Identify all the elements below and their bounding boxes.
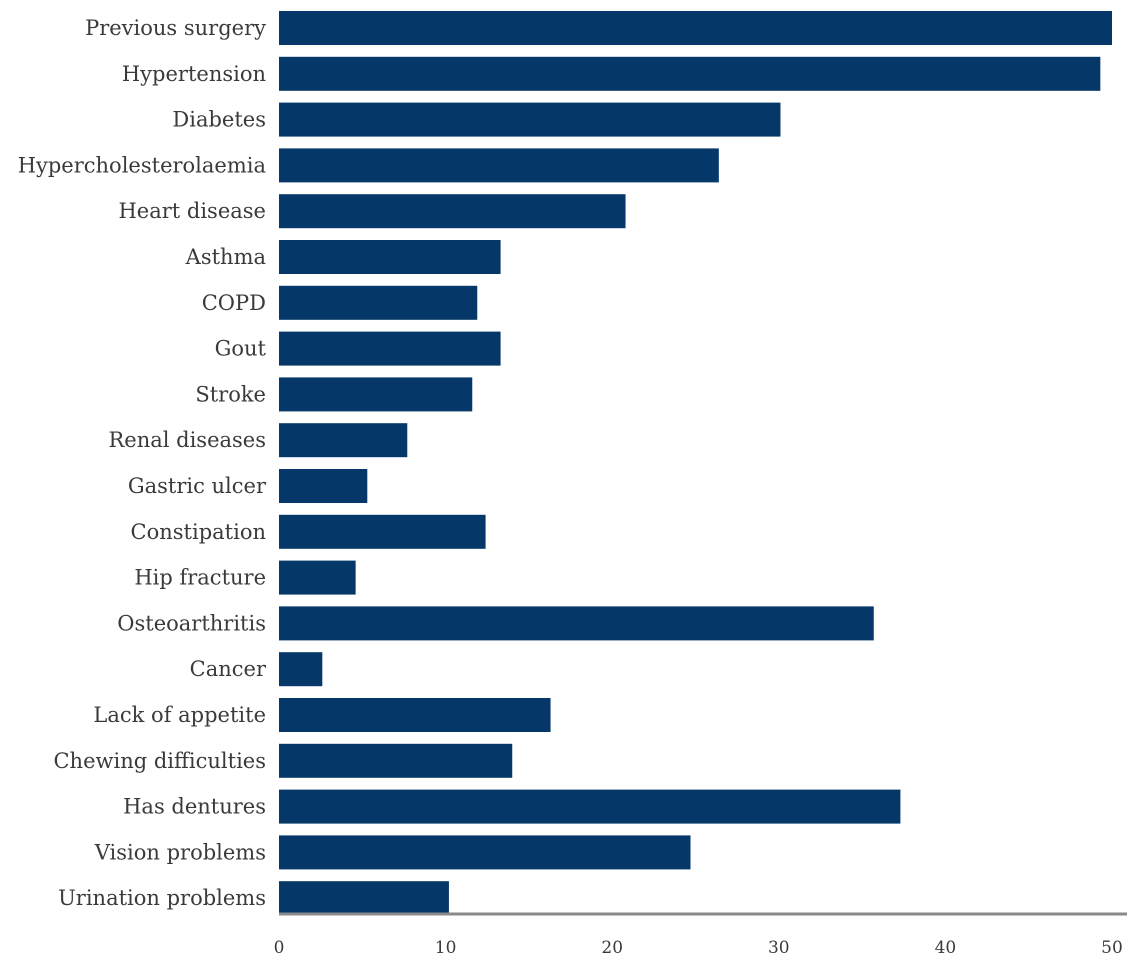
bar-asthma — [279, 240, 501, 274]
bar-renal-diseases — [279, 423, 408, 458]
bar-chewing-difficulties — [279, 743, 513, 778]
category-label-hypertension: Hypertension — [122, 62, 266, 86]
category-label-previous-surgery: Previous surgery — [85, 16, 266, 40]
x-tick-label-20: 20 — [601, 938, 623, 958]
bar-has-dentures — [279, 789, 901, 824]
category-label-heart-disease: Heart disease — [118, 199, 266, 223]
category-label-gout: Gout — [215, 337, 267, 361]
category-label-has-dentures: Has dentures — [123, 795, 266, 819]
category-label-constipation: Constipation — [131, 520, 266, 544]
x-tick-label-40: 40 — [935, 938, 957, 958]
bar-copd — [279, 285, 478, 320]
category-label-renal-diseases: Renal diseases — [108, 428, 266, 452]
category-label-vision-problems: Vision problems — [94, 840, 266, 864]
category-label-asthma: Asthma — [185, 245, 266, 269]
x-tick-label-50: 50 — [1101, 938, 1123, 958]
bars-group — [279, 11, 1112, 916]
category-label-chewing-difficulties: Chewing difficulties — [53, 749, 266, 773]
bar-gastric-ulcer — [279, 469, 368, 503]
bar-lack-of-appetite — [279, 698, 551, 732]
bar-hypertension — [279, 56, 1101, 91]
bar-hypercholesterolaemia — [279, 148, 719, 183]
category-label-lack-of-appetite: Lack of appetite — [93, 703, 266, 727]
x-tick-label-30: 30 — [768, 938, 790, 958]
category-label-stroke: Stroke — [195, 382, 266, 406]
bar-constipation — [279, 514, 486, 549]
bar-diabetes — [279, 102, 781, 137]
bar-previous-surgery — [279, 11, 1112, 45]
bar-osteoarthritis — [279, 606, 874, 641]
category-label-osteoarthritis: Osteoarthritis — [117, 611, 266, 635]
bar-urination-problems — [279, 881, 449, 916]
bar-heart-disease — [279, 194, 626, 229]
bar-stroke — [279, 377, 473, 412]
bar-cancer — [279, 652, 323, 687]
category-label-hypercholesterolaemia: Hypercholesterolaemia — [18, 153, 266, 177]
bar-vision-problems — [279, 835, 691, 870]
bar-gout — [279, 331, 501, 366]
category-label-hip-fracture: Hip fracture — [134, 566, 266, 590]
category-label-gastric-ulcer: Gastric ulcer — [128, 474, 267, 498]
x-tick-labels-group: 0 10 20 30 40 50 — [274, 938, 1123, 958]
x-tick-label-10: 10 — [435, 938, 457, 958]
bar-hip-fracture — [279, 560, 356, 595]
category-label-diabetes: Diabetes — [172, 108, 266, 132]
category-labels-group: Previous surgery Hypertension Diabetes Hype… — [18, 16, 267, 910]
x-tick-label-0: 0 — [274, 938, 285, 958]
category-label-cancer: Cancer — [190, 657, 267, 681]
category-label-copd: COPD — [202, 291, 266, 315]
category-label-urination-problems: Urination problems — [58, 886, 266, 910]
